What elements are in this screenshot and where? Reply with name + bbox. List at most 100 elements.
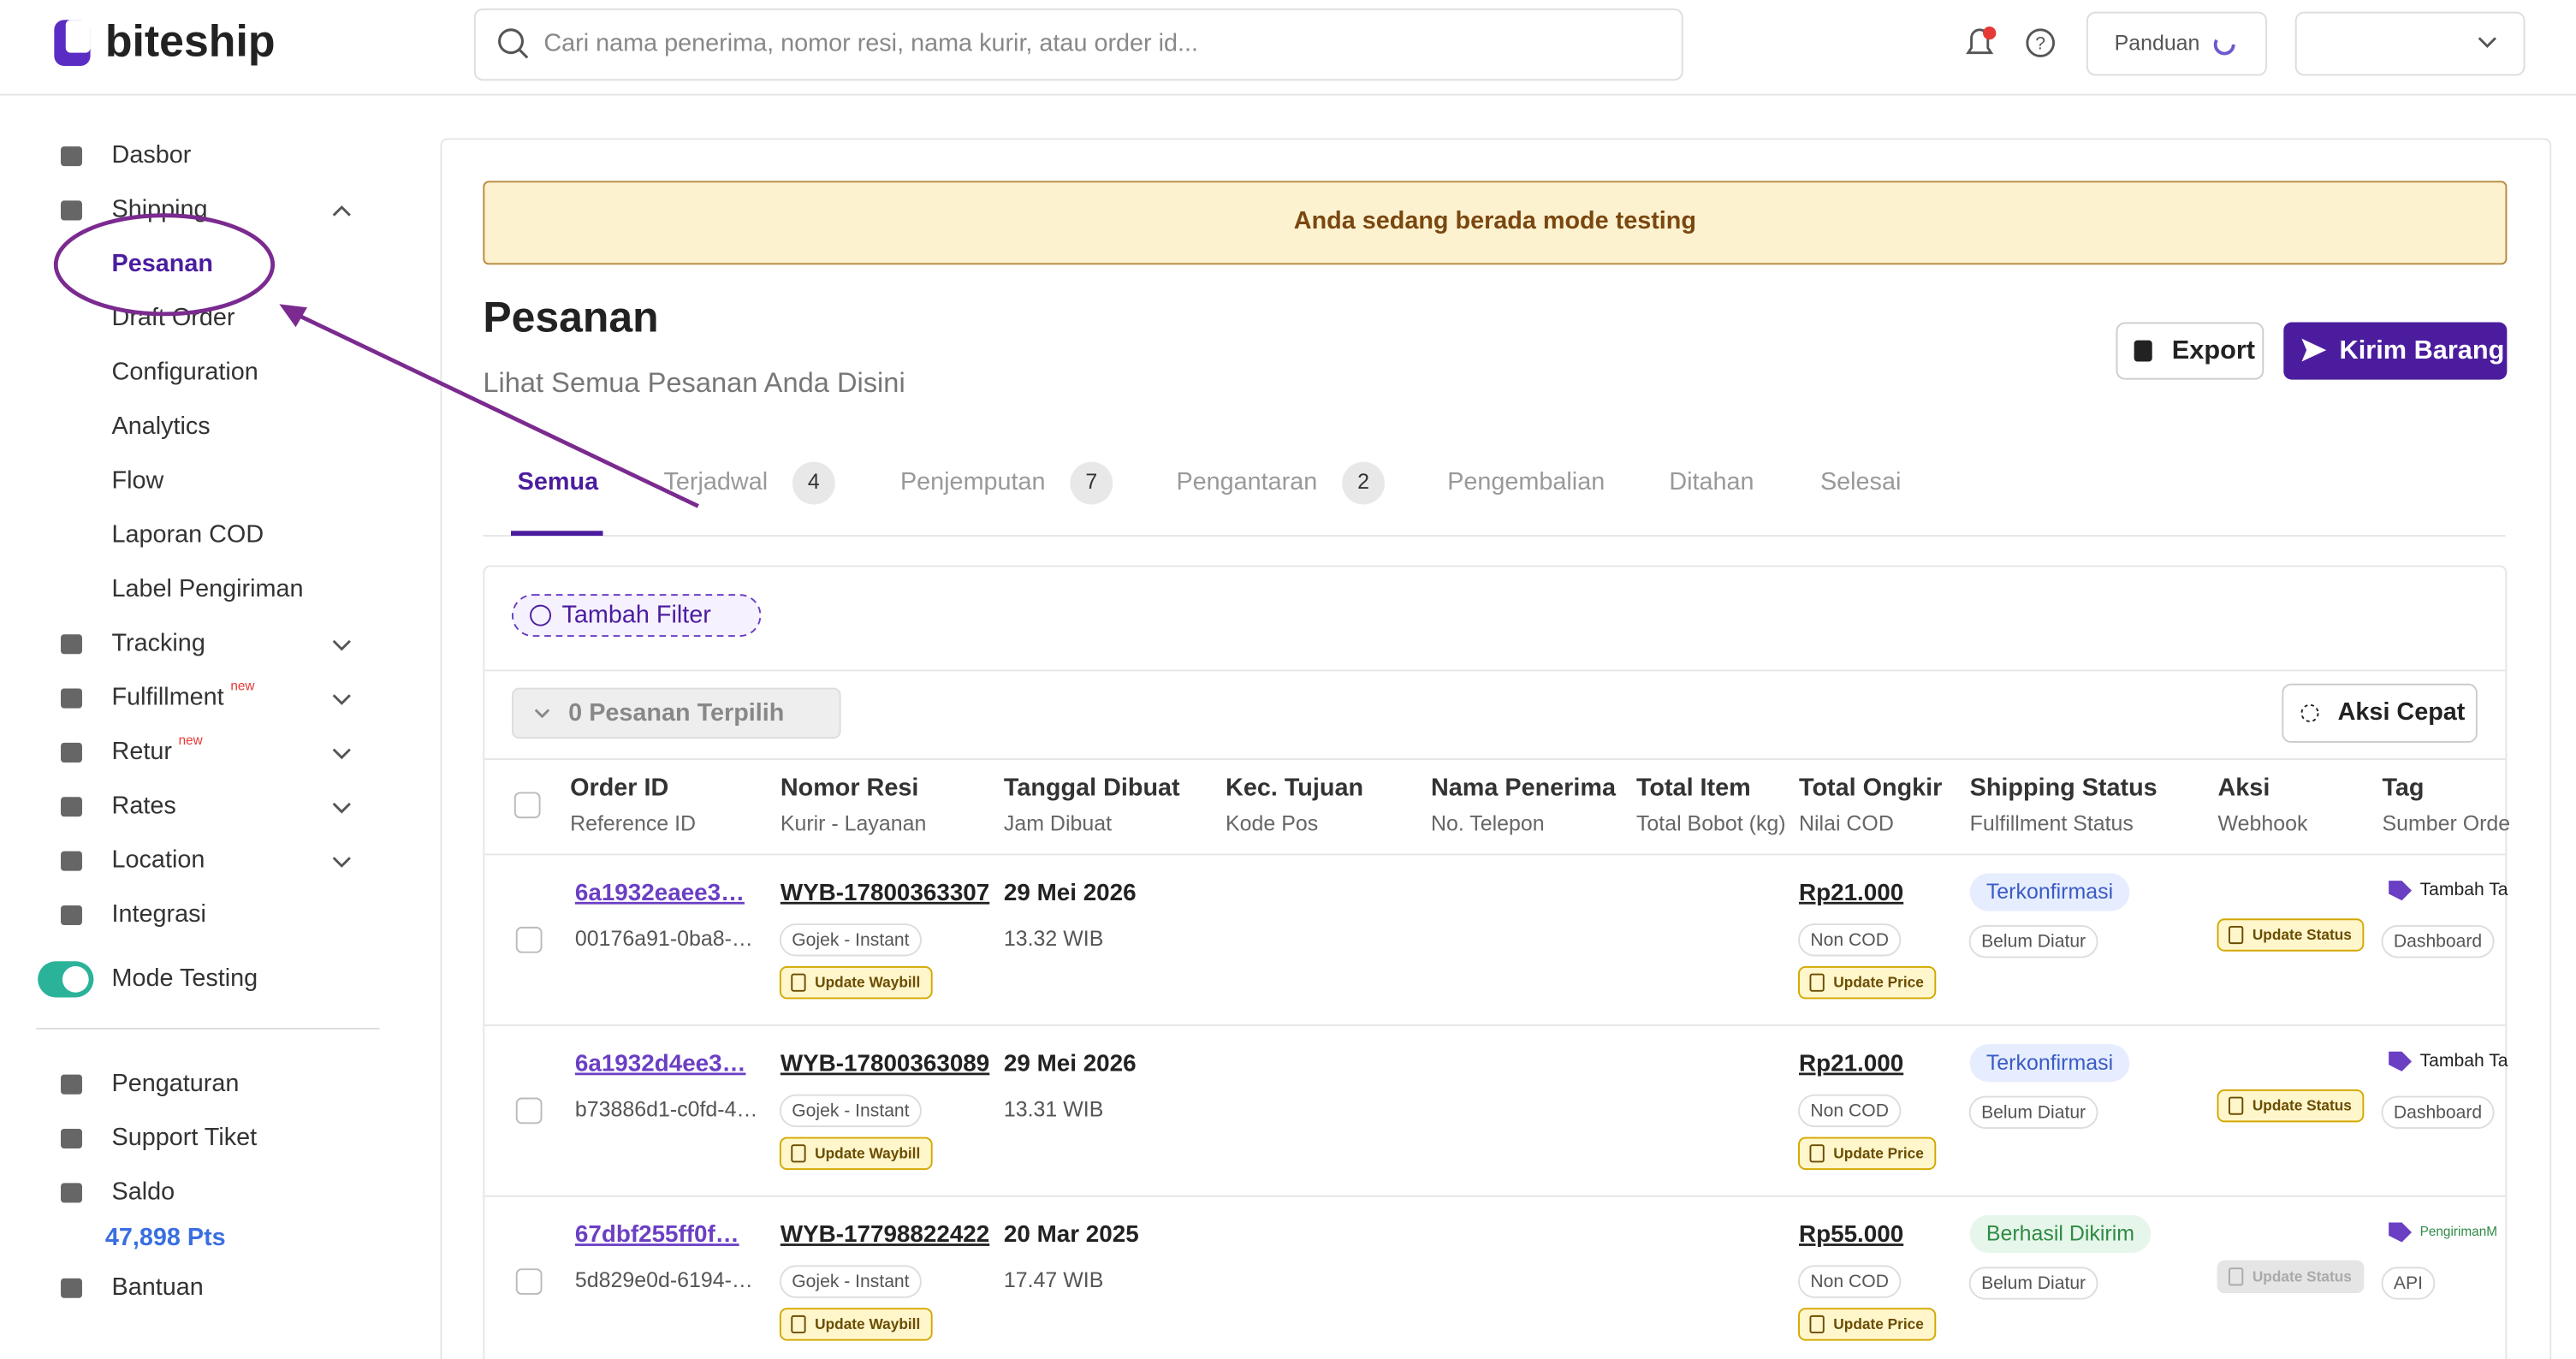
shipping-cost: Rp55.000 — [1799, 1220, 1903, 1247]
tracking-number[interactable]: WYB-17800363089 — [781, 1050, 989, 1077]
annotation-arrowhead — [279, 304, 307, 328]
file-icon — [2228, 1096, 2244, 1115]
update-price-label: Update Price — [1833, 1144, 1924, 1161]
chevron[interactable] — [332, 694, 351, 705]
update-price-label: Update Price — [1833, 1315, 1924, 1332]
new-badge: new — [230, 680, 255, 694]
order-id[interactable]: 67dbf255ff0f… — [575, 1220, 739, 1247]
help-icon[interactable] — [2026, 28, 2055, 57]
order-source-label: Dashboard — [2394, 1102, 2482, 1122]
submenu-item[interactable]: Label Pengiriman — [112, 575, 304, 602]
update-status[interactable] — [2217, 918, 2365, 952]
tag-icon — [2389, 1051, 2413, 1071]
order-id[interactable]: 6a1932d4ee3… — [575, 1050, 746, 1077]
active-tab-indicator — [511, 531, 603, 537]
cod-chip-label: Non COD — [1810, 930, 1889, 950]
update-waybill[interactable] — [779, 1136, 933, 1171]
toggle-knob — [62, 965, 89, 993]
tab[interactable]: Ditahan — [1669, 468, 1754, 496]
send-label: Kirim Barang — [2340, 335, 2505, 365]
selected-button — [511, 687, 841, 739]
menu-item[interactable]: Rates — [112, 792, 176, 819]
menu-icon — [61, 742, 82, 763]
content: biteship Cari nama penerima, nomor resi, … — [38, 16, 2510, 1341]
tracking-number[interactable]: WYB-17800363307 — [781, 879, 989, 905]
order-source — [2381, 1095, 2495, 1130]
chevron[interactable] — [332, 802, 351, 814]
update-status[interactable] — [2217, 1260, 2365, 1293]
account-dropdown[interactable] — [2294, 11, 2526, 76]
update-waybill[interactable] — [779, 1308, 933, 1341]
submenu-item[interactable]: Flow — [112, 466, 164, 494]
fulfillment-status — [1968, 1095, 2098, 1130]
chevron[interactable] — [332, 857, 351, 868]
shipping-status-label: Terkonfirmasi — [1986, 1051, 2113, 1075]
cod-chip-label: Non COD — [1810, 1101, 1889, 1120]
cod-chip — [1798, 1094, 1902, 1128]
tab-count: 4 — [808, 470, 820, 494]
menu-item[interactable]: Support Tiket — [112, 1124, 258, 1151]
fulfillment-status-label: Belum Diatur — [1981, 1273, 2086, 1293]
tag-icon — [2389, 881, 2413, 901]
courier-chip-label: Gojek - Instant — [792, 1272, 909, 1291]
search-box[interactable] — [473, 8, 1683, 81]
export-icon — [2134, 340, 2152, 362]
page-subtitle: Lihat Semua Pesanan Anda Disini — [483, 366, 905, 398]
submenu-item[interactable]: Analytics — [112, 412, 211, 440]
update-price[interactable] — [1798, 965, 1937, 1000]
filter-button[interactable] — [511, 594, 762, 638]
tab-count-badge — [1342, 461, 1386, 505]
send-button[interactable] — [2283, 322, 2508, 380]
column-header: Total Item — [1636, 774, 1751, 801]
update-price[interactable] — [1798, 1308, 1937, 1341]
column-subheader: Kode Pos — [1226, 811, 1318, 835]
update-waybill[interactable] — [779, 965, 933, 1000]
menu-item[interactable]: Bantuan — [112, 1273, 204, 1301]
tab[interactable]: Penjemputan — [900, 468, 1046, 496]
menu-item[interactable]: Pengaturan — [112, 1070, 240, 1097]
submenu-item[interactable]: Laporan COD — [112, 521, 264, 549]
menu-icon — [61, 200, 82, 221]
chevron[interactable] — [332, 748, 351, 760]
chevron[interactable] — [332, 205, 351, 217]
order-id[interactable]: 6a1932eaee3… — [575, 879, 745, 905]
chevron — [2478, 37, 2496, 49]
order-source-label: Dashboard — [2394, 932, 2482, 952]
menu-item[interactable]: Integrasi — [112, 900, 206, 928]
logo-text: biteship — [105, 16, 276, 66]
tab[interactable]: Selesai — [1820, 468, 1901, 496]
order-source — [2381, 924, 2495, 958]
quick-action-button[interactable] — [2282, 683, 2478, 743]
created-date: 29 Mei 2026 — [1004, 879, 1137, 905]
menu-icon — [61, 634, 82, 655]
menu-item[interactable]: Location — [112, 846, 205, 874]
tracking-number[interactable]: WYB-17798822422 — [781, 1220, 989, 1247]
checkbox[interactable] — [515, 926, 543, 953]
checkbox[interactable] — [515, 1097, 543, 1125]
export-button[interactable] — [2116, 322, 2264, 380]
menu-item[interactable]: Dasbor — [112, 141, 192, 169]
menu-item[interactable]: Saldo — [112, 1178, 175, 1205]
submenu-item[interactable]: Configuration — [112, 359, 258, 386]
checkbox[interactable] — [513, 792, 541, 819]
created-time: 13.31 WIB — [1004, 1098, 1103, 1122]
tab[interactable]: Pengembalian — [1447, 468, 1605, 496]
menu-icon — [61, 146, 82, 167]
tab[interactable]: Terjadwal — [664, 468, 769, 496]
column-header: Total Ongkir — [1799, 774, 1942, 801]
menu-item[interactable]: Retur — [112, 738, 173, 765]
tab[interactable]: Pengantaran — [1176, 468, 1317, 496]
checkbox[interactable] — [515, 1268, 543, 1295]
menu-item[interactable]: Fulfillment — [112, 684, 224, 711]
tab[interactable]: Semua — [518, 468, 599, 496]
chevron[interactable] — [332, 639, 351, 651]
submenu-item[interactable]: Pesanan — [112, 250, 213, 277]
column-header: Shipping Status — [1970, 774, 2158, 801]
plus-icon — [530, 604, 552, 626]
column-header: Kec. Tujuan — [1226, 774, 1363, 801]
guide-button[interactable] — [2086, 11, 2268, 76]
selected-button-label: 0 Pesanan Terpilih — [568, 699, 784, 727]
update-price[interactable] — [1798, 1136, 1937, 1171]
update-status[interactable] — [2217, 1089, 2365, 1123]
menu-item[interactable]: Tracking — [112, 629, 205, 656]
